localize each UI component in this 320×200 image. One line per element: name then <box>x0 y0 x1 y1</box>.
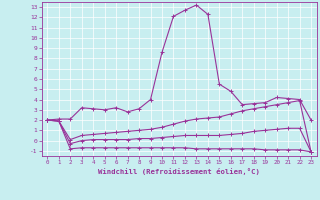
X-axis label: Windchill (Refroidissement éolien,°C): Windchill (Refroidissement éolien,°C) <box>98 168 260 175</box>
